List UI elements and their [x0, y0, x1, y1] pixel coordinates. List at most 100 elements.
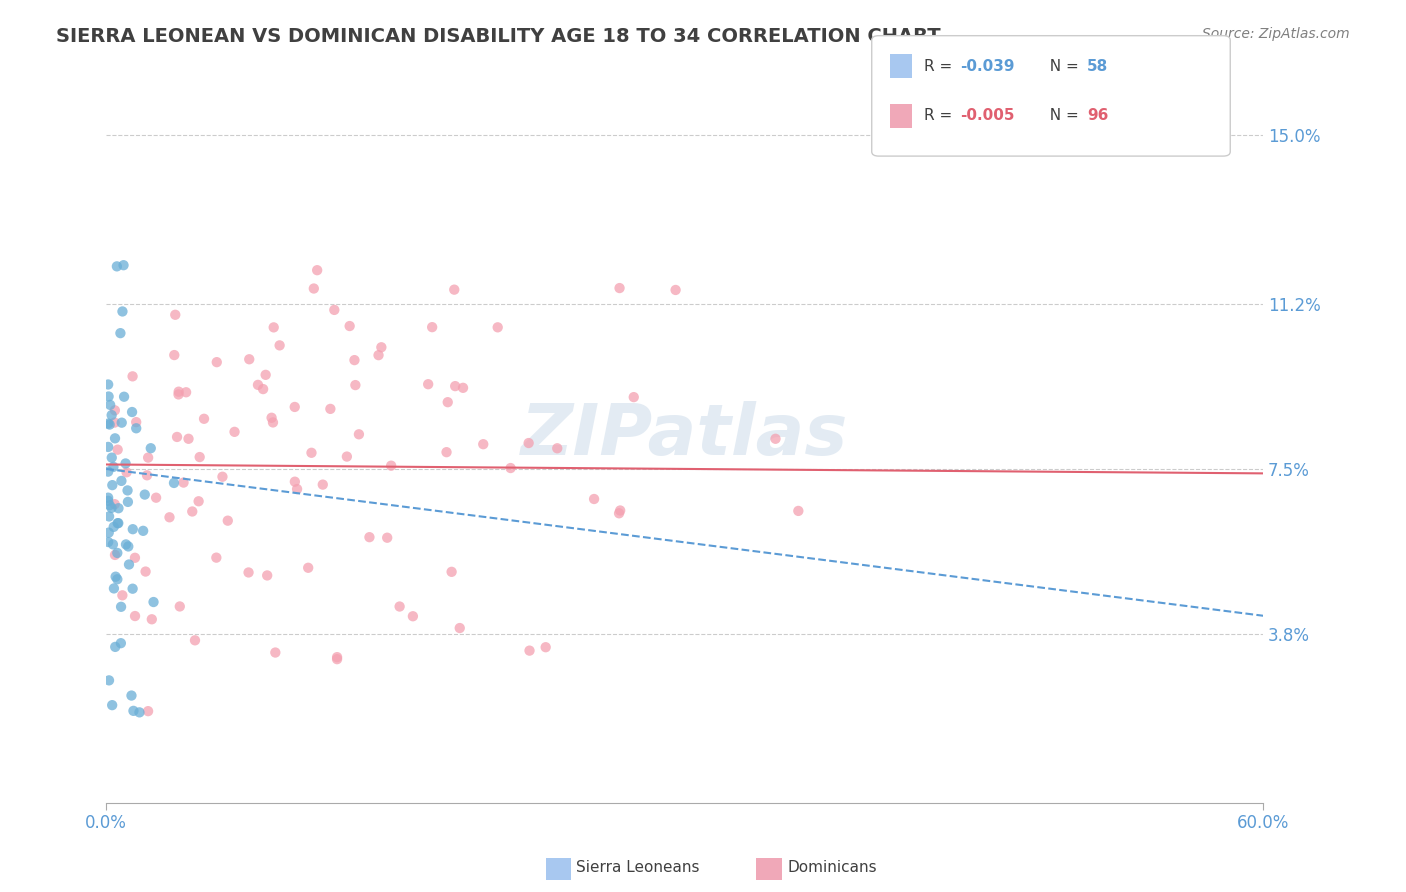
Point	[110, 474, 132, 488]
Point	[444, 379, 467, 393]
Point	[101, 478, 124, 492]
Point	[100, 408, 122, 422]
Point	[105, 546, 128, 560]
Point	[193, 411, 215, 425]
Point	[449, 621, 471, 635]
Point	[101, 698, 124, 713]
Point	[105, 572, 128, 586]
Point	[451, 381, 474, 395]
Point	[142, 595, 165, 609]
Text: Source: ZipAtlas.com: Source: ZipAtlas.com	[1202, 27, 1350, 41]
Point	[163, 348, 186, 362]
Point	[343, 353, 366, 368]
Text: N =: N =	[1040, 59, 1084, 73]
Point	[436, 395, 458, 409]
Point	[269, 338, 291, 352]
Point	[110, 636, 132, 650]
Point	[205, 550, 228, 565]
Point	[97, 491, 120, 505]
Point	[110, 326, 132, 340]
Point	[256, 568, 278, 582]
Text: 58: 58	[1087, 59, 1108, 73]
Point	[285, 482, 308, 496]
Point	[97, 525, 120, 540]
Point	[224, 425, 246, 439]
Point	[517, 436, 540, 450]
Point	[297, 561, 319, 575]
Point	[105, 260, 128, 274]
Point	[211, 469, 233, 483]
Point	[97, 417, 120, 431]
Text: -0.039: -0.039	[960, 59, 1015, 73]
Point	[254, 368, 277, 382]
Point	[118, 558, 141, 572]
Point	[181, 504, 204, 518]
Point	[98, 509, 121, 524]
Point	[370, 340, 392, 354]
Point	[97, 465, 120, 479]
Point	[104, 548, 127, 562]
Point	[609, 281, 631, 295]
Point	[98, 673, 121, 688]
Point	[765, 432, 787, 446]
Point	[499, 461, 522, 475]
Point	[112, 390, 135, 404]
Point	[347, 427, 370, 442]
Point	[472, 437, 495, 451]
Point	[124, 609, 146, 624]
Point	[100, 500, 122, 515]
Point	[111, 304, 134, 318]
Point	[115, 465, 138, 479]
Point	[787, 504, 810, 518]
Point	[97, 493, 120, 508]
Text: Dominicans: Dominicans	[787, 860, 877, 874]
Point	[184, 633, 207, 648]
Point	[125, 421, 148, 435]
Point	[98, 398, 121, 412]
Point	[264, 646, 287, 660]
Point	[107, 442, 129, 457]
Point	[117, 540, 139, 554]
Point	[111, 588, 134, 602]
Point	[440, 565, 463, 579]
Point	[104, 403, 127, 417]
Point	[104, 416, 127, 430]
Point	[97, 440, 120, 454]
Point	[134, 487, 156, 501]
Point	[98, 498, 121, 512]
Point	[103, 520, 125, 534]
Point	[339, 319, 361, 334]
Point	[121, 582, 143, 596]
Point	[107, 501, 129, 516]
Point	[117, 495, 139, 509]
Point	[188, 450, 211, 464]
Point	[121, 405, 143, 419]
Point	[359, 530, 381, 544]
Point	[139, 441, 162, 455]
Point	[323, 302, 346, 317]
Point	[284, 475, 307, 489]
Point	[104, 497, 127, 511]
Text: 96: 96	[1087, 109, 1108, 123]
Point	[402, 609, 425, 624]
Point	[312, 477, 335, 491]
Point	[238, 352, 260, 367]
Text: SIERRA LEONEAN VS DOMINICAN DISABILITY AGE 18 TO 34 CORRELATION CHART: SIERRA LEONEAN VS DOMINICAN DISABILITY A…	[56, 27, 941, 45]
Point	[135, 565, 157, 579]
Point	[546, 442, 568, 456]
Point	[104, 640, 127, 654]
Point	[388, 599, 411, 614]
Point	[169, 599, 191, 614]
Point	[284, 400, 307, 414]
Text: -0.005: -0.005	[960, 109, 1015, 123]
Point	[436, 445, 458, 459]
Point	[238, 566, 260, 580]
Point	[367, 348, 389, 362]
Point	[486, 320, 509, 334]
Point	[301, 446, 323, 460]
Point	[609, 503, 631, 517]
Point	[165, 308, 187, 322]
Point	[111, 416, 134, 430]
Point	[246, 377, 269, 392]
Point	[607, 506, 630, 520]
